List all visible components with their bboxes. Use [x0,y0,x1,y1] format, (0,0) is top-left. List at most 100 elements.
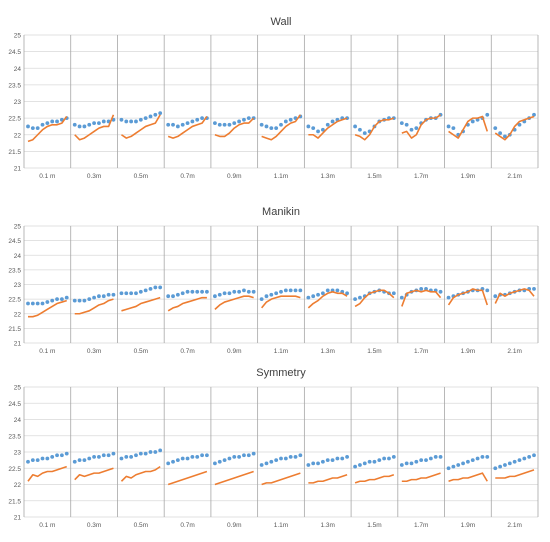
data-point [399,295,404,300]
data-point [148,114,153,119]
data-point [493,126,498,130]
data-point [362,461,367,466]
data-point [404,122,409,127]
data-point [26,301,30,306]
data-point [200,289,204,294]
y-tick-label: 22 [14,482,22,489]
data-point [279,122,283,127]
data-point [222,122,227,127]
data-point [433,454,438,459]
data-point [124,454,129,459]
data-point [180,122,185,127]
category-label: 0.7m [180,173,194,180]
data-point [101,119,106,124]
data-point [237,454,242,459]
data-point [171,122,175,127]
category-label: 1.1m [274,348,288,355]
data-point [166,461,171,466]
series-line-segment [354,473,395,484]
data-point [288,288,293,293]
data-point [391,454,396,459]
data-point [40,456,45,461]
data-point [180,291,185,296]
data-point [92,454,96,459]
data-point [101,453,106,458]
data-point [461,461,465,466]
data-point [237,289,242,294]
category-label: 1.9m [461,522,475,529]
data-point [293,288,298,293]
series-line-segment [214,295,254,310]
data-point [200,116,204,121]
data-point [414,459,419,464]
data-point [101,294,106,299]
data-point [30,301,35,306]
data-point [64,295,69,300]
y-tick-label: 24 [14,66,22,73]
data-point [50,119,55,124]
data-point [106,292,111,297]
data-point [269,459,274,464]
category-label: 0.1 m [39,348,55,355]
category-label: 0.9m [227,522,241,529]
data-point [166,122,171,127]
data-point [306,124,311,129]
data-point [30,458,35,463]
data-point [148,450,153,454]
data-point [119,291,124,296]
data-point [358,463,362,467]
data-point [264,294,269,299]
data-point [59,453,64,458]
data-point [134,119,138,124]
y-tick-label: 21.5 [8,326,21,333]
data-point [148,286,153,291]
series-line-segment [308,117,348,139]
data-point [205,289,209,294]
y-tick-label: 23 [14,282,22,289]
category-label: 0.1 m [39,522,55,529]
category-label: 0.9m [227,348,241,355]
series-line-segment [120,465,161,482]
category-label: 1.7m [414,173,428,180]
data-point [446,466,451,471]
category-label: 1.9m [461,348,475,355]
data-point [242,453,246,458]
data-point [129,291,134,296]
data-point [330,119,335,124]
data-point [264,461,269,466]
data-point [217,292,222,297]
data-point [288,117,293,122]
series-line-segment [261,472,301,486]
data-point [129,454,134,459]
data-point [399,463,404,467]
data-point [72,122,77,127]
data-point [77,124,82,129]
series-line-segment [448,472,488,483]
y-tick-label: 22 [14,311,22,318]
series-line-segment [74,114,115,141]
category-label: 0.5m [134,173,148,180]
data-point [264,124,269,129]
data-point [466,459,470,464]
data-point [158,448,163,453]
data-point [493,294,498,299]
series-line-segment [494,288,535,304]
data-point [428,456,433,461]
data-point [335,456,340,461]
data-point [50,454,55,459]
category-label: 1.1m [274,173,288,180]
data-point [298,453,303,458]
category-label: 1.7m [414,522,428,529]
data-point [190,289,195,294]
data-point [325,288,330,293]
y-tick-label: 25 [14,385,22,392]
data-point [213,121,217,126]
data-point [311,294,316,299]
data-point [279,289,283,294]
data-point [293,454,298,459]
data-point [185,289,190,294]
data-point [175,124,180,129]
data-point [111,292,116,297]
data-point [316,461,320,466]
data-point [424,458,428,463]
